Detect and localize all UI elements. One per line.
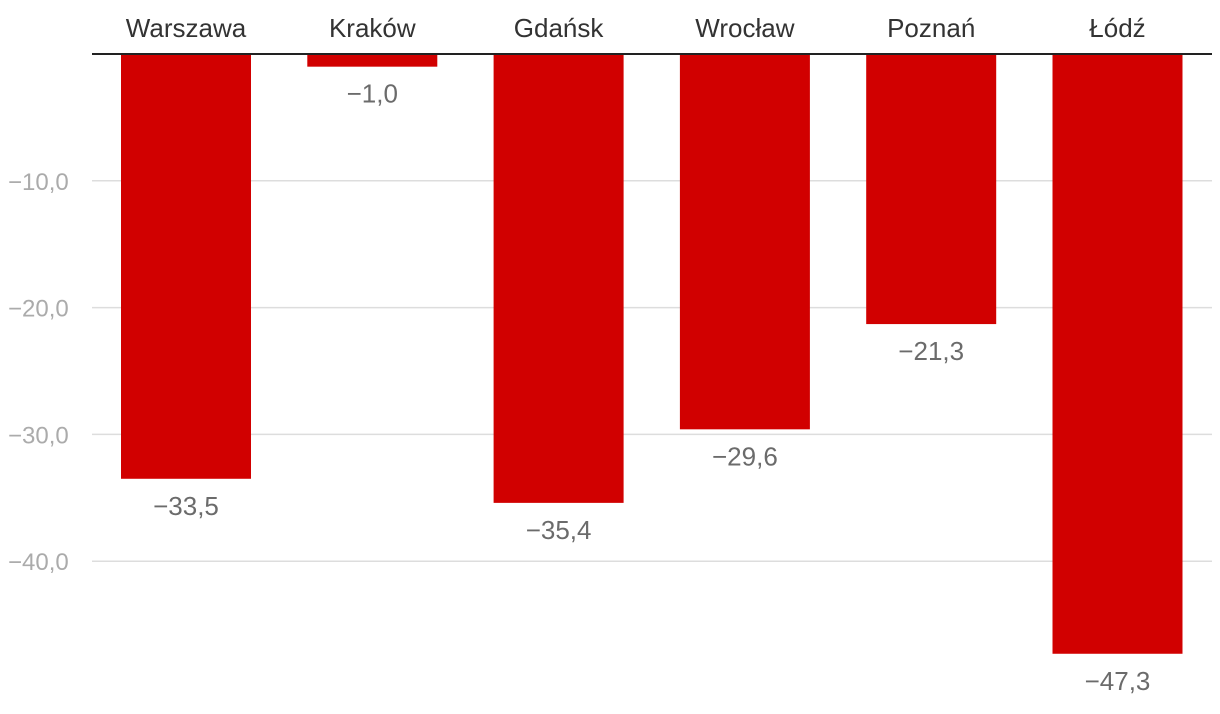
value-label: −21,3 — [898, 336, 964, 366]
bar — [866, 54, 997, 325]
y-tick-label: −20,0 — [8, 296, 69, 323]
y-tick-label: −10,0 — [8, 169, 69, 196]
bar — [307, 54, 438, 67]
y-tick-label: −40,0 — [8, 549, 69, 576]
category-label: Warszawa — [126, 13, 247, 43]
category-label: Łódź — [1089, 13, 1145, 43]
value-label: −47,3 — [1085, 666, 1151, 696]
bars — [121, 54, 1183, 654]
gridlines — [92, 180, 1212, 562]
category-label: Poznań — [887, 13, 975, 43]
value-label: −35,4 — [526, 515, 592, 545]
category-label: Kraków — [329, 13, 416, 43]
value-labels: −33,5 −1,0 −35,4 −29,6 −21,3 −47,3 — [153, 79, 1150, 696]
category-label: Wrocław — [695, 13, 794, 43]
bar — [121, 54, 251, 479]
category-label: Gdańsk — [514, 13, 605, 43]
y-tick-label: −30,0 — [8, 422, 69, 449]
bar — [679, 54, 810, 430]
category-labels: Warszawa Kraków Gdańsk Wrocław Poznań Łódź — [126, 13, 1146, 43]
y-axis-tick-labels: −10,0 −20,0 −30,0 −40,0 — [8, 169, 69, 576]
value-label: −1,0 — [347, 79, 398, 109]
bar — [1052, 54, 1183, 654]
bar — [493, 54, 624, 503]
value-label: −33,5 — [153, 491, 219, 521]
value-label: −29,6 — [712, 441, 778, 471]
